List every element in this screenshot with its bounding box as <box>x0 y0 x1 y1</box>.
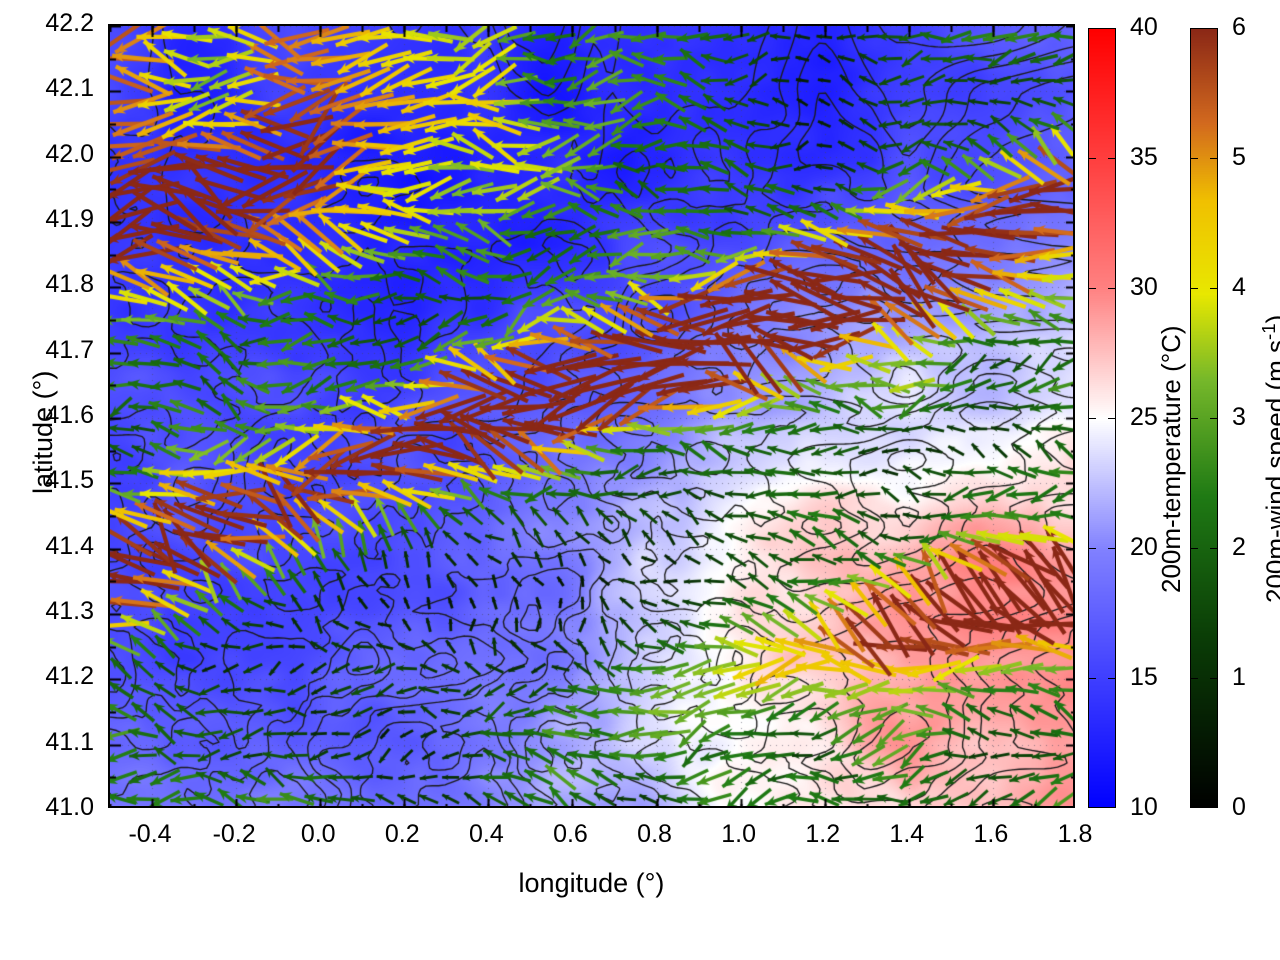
x-tick-label: 0.4 <box>469 820 504 848</box>
colorbar-tick-label: 30 <box>1130 273 1158 301</box>
colorbar-tick-label: 25 <box>1130 403 1158 431</box>
colorbar-tick-label: 10 <box>1130 793 1158 821</box>
y-tick-label: 41.1 <box>45 727 94 756</box>
y-tick-label: 41.0 <box>45 793 94 821</box>
y-tick-label: 42.2 <box>45 9 94 37</box>
windspeed-colorbar-title-exponent: -1 <box>1258 323 1279 340</box>
windspeed-colorbar-title-base: 200m-wind speed (m s <box>1260 340 1280 603</box>
colorbar-tick-label: 20 <box>1130 533 1158 561</box>
y-tick-label: 41.8 <box>45 270 94 299</box>
colorbar-tick <box>1190 548 1198 549</box>
colorbar-tick <box>1210 158 1218 159</box>
colorbar-tick <box>1088 678 1096 679</box>
colorbar-tick <box>1210 288 1218 289</box>
y-tick-label: 41.6 <box>45 401 94 429</box>
colorbar-tick-label: 1 <box>1232 663 1246 691</box>
y-tick-label: 41.4 <box>45 531 94 560</box>
x-tick-label: 0.2 <box>384 820 420 848</box>
x-tick-label: 0.8 <box>637 820 672 848</box>
colorbar-tick <box>1108 678 1116 679</box>
colorbar-tick <box>1210 548 1218 549</box>
y-tick-label: 42.0 <box>45 139 94 168</box>
y-tick-label: 41.3 <box>45 597 94 625</box>
colorbar-tick-label: 0 <box>1232 793 1246 821</box>
colorbar-tick-label: 5 <box>1232 143 1246 171</box>
y-tick-label: 41.7 <box>45 335 94 364</box>
y-tick-label: 41.9 <box>45 205 94 233</box>
colorbar-tick <box>1088 418 1096 419</box>
map-canvas <box>110 26 1073 806</box>
x-tick-label: 0.6 <box>553 820 588 848</box>
temperature-colorbar-title: 200m-temperature (°C) <box>1156 325 1186 593</box>
colorbar-tick <box>1190 288 1198 289</box>
colorbar-tick-label: 6 <box>1232 13 1246 41</box>
colorbar-tick <box>1108 548 1116 549</box>
x-tick-label: -0.4 <box>128 820 172 848</box>
x-tick-label: 1.2 <box>805 820 841 848</box>
y-tick-label: 41.5 <box>45 466 94 495</box>
colorbar-tick <box>1108 158 1116 159</box>
colorbar-tick-label: 3 <box>1232 403 1246 431</box>
y-tick-label: 42.1 <box>45 74 94 103</box>
colorbar-tick <box>1088 158 1096 159</box>
colorbar-tick <box>1190 678 1198 679</box>
colorbar-tick <box>1108 418 1116 419</box>
colorbar-tick <box>1210 418 1218 419</box>
x-tick-label: 0.0 <box>300 820 336 848</box>
colorbar-tick <box>1088 548 1096 549</box>
colorbar-tick-label: 35 <box>1130 143 1158 171</box>
colorbar-tick <box>1108 288 1116 289</box>
colorbar-tick-label: 15 <box>1130 663 1158 691</box>
x-tick-label: 1.0 <box>721 820 757 848</box>
x-tick-label: 1.4 <box>889 820 925 848</box>
x-axis-title: longitude (°) <box>518 868 665 898</box>
y-axis-title: latitude (°) <box>28 370 58 494</box>
windspeed-colorbar-title: 200m-wind speed (m s-1) <box>1258 315 1280 603</box>
colorbar-tick-label: 2 <box>1232 533 1246 561</box>
colorbar-tick <box>1190 158 1198 159</box>
x-tick-label: -0.2 <box>212 820 256 848</box>
map-plot-area <box>108 24 1075 808</box>
colorbar-tick <box>1210 678 1218 679</box>
colorbar-tick <box>1190 418 1198 419</box>
windspeed-colorbar-title-tail: ) <box>1261 315 1280 324</box>
colorbar-tick-label: 4 <box>1232 273 1246 301</box>
x-tick-label: 1.8 <box>1057 820 1093 848</box>
colorbar-tick <box>1088 288 1096 289</box>
y-tick-label: 41.2 <box>45 662 94 691</box>
colorbar-tick-label: 40 <box>1130 13 1158 41</box>
x-tick-label: 1.6 <box>973 820 1009 848</box>
